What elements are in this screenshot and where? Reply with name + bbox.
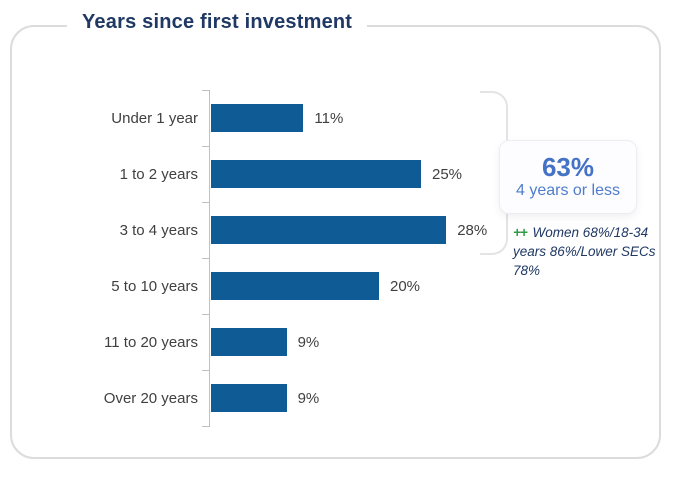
bar-value-label: 11% <box>314 109 344 127</box>
chart-title: Years since first investment <box>67 11 368 34</box>
axis-tick <box>202 258 209 259</box>
callout-label: 4 years or less <box>515 182 621 200</box>
y-axis-line <box>209 90 210 427</box>
bar <box>211 216 447 244</box>
axis-tick <box>202 202 209 203</box>
axis-tick <box>202 426 209 427</box>
bar-value-label: 28% <box>457 221 488 239</box>
bar-category-label: 5 to 10 years <box>111 277 198 295</box>
bar-value-label: 25% <box>432 165 463 183</box>
axis-tick <box>202 146 209 147</box>
bar-row: 11 to 20 years 9% <box>42 314 492 370</box>
bar <box>211 104 304 132</box>
axis-tick <box>202 370 209 371</box>
annotation-marker: ++ <box>513 225 528 240</box>
bar-category-label: 3 to 4 years <box>119 221 198 239</box>
bar-row: Over 20 years 9% <box>42 370 492 426</box>
axis-tick <box>202 314 209 315</box>
bar-category-label: Over 20 years <box>103 389 198 407</box>
bar <box>211 328 287 356</box>
bar-category-label: Under 1 year <box>111 109 198 127</box>
bar-value-label: 9% <box>297 389 320 407</box>
axis-tick <box>202 90 209 91</box>
bar-category-label: 1 to 2 years <box>119 165 198 183</box>
bar-row: Under 1 year 11% <box>42 90 492 146</box>
bar-category-label: 11 to 20 years <box>104 333 198 351</box>
bar-value-label: 9% <box>297 333 320 351</box>
bar <box>211 160 421 188</box>
bar-chart: Under 1 year 11% 1 to 2 years 25% 3 to 4 yea… <box>42 90 492 427</box>
chart-card: Years since first investment Under 1 yea… <box>10 11 661 459</box>
annotation-body: Women 68%/18-34 years 86%/Lower SECs 78% <box>513 225 656 279</box>
bar-row: 1 to 2 years 25% <box>42 146 492 202</box>
bar <box>211 384 287 412</box>
bar-row: 5 to 10 years 20% <box>42 258 492 314</box>
bar-row: 3 to 4 years 28% <box>42 202 492 258</box>
annotation-text: ++ Women 68%/18-34 years 86%/Lower SECs … <box>513 223 669 280</box>
callout-box: 63% 4 years or less <box>499 140 637 214</box>
bar-value-label: 20% <box>390 277 421 295</box>
callout-value: 63% <box>541 151 595 182</box>
bar <box>211 272 379 300</box>
